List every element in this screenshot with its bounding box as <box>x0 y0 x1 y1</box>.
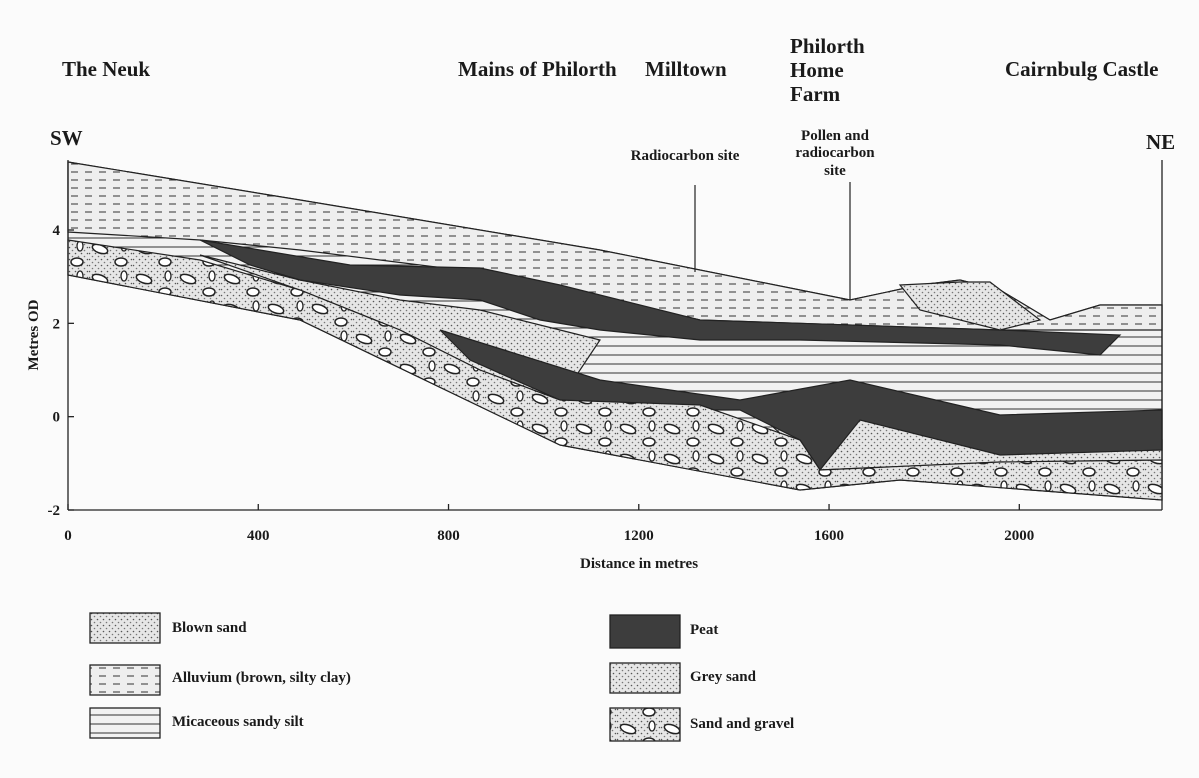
layers <box>68 162 1162 500</box>
page: Metres OD 0400800120016002000-2024 SW NE… <box>0 0 1199 778</box>
y-tick-label: -2 <box>48 503 61 519</box>
legend-label: Peat <box>690 622 718 639</box>
swatch <box>610 663 680 693</box>
swatch <box>90 708 160 738</box>
end-label: SW <box>50 126 83 150</box>
x-tick-label: 2000 <box>1004 528 1034 544</box>
legend-label: Blown sand <box>172 620 247 637</box>
place: Milltown <box>645 57 727 81</box>
x-tick-label: 800 <box>437 528 460 544</box>
x-tick-label: 400 <box>247 528 270 544</box>
cross-section: Metres OD 0400800120016002000-2024 <box>0 0 1199 778</box>
swatch <box>610 615 680 648</box>
y-axis-label: Metres OD <box>26 299 42 370</box>
y-tick-label: 4 <box>53 223 61 239</box>
x-axis-label: Distance in metres <box>580 556 698 573</box>
site-label: Radiocarbon site <box>630 148 740 165</box>
swatch <box>90 613 160 643</box>
x-tick-label: 1200 <box>624 528 654 544</box>
swatch <box>90 665 160 695</box>
site-label: Pollen and radiocarbon site <box>785 128 885 180</box>
place: Philorth Home Farm <box>790 34 870 106</box>
y-tick-label: 0 <box>53 410 61 426</box>
swatch <box>610 708 680 741</box>
x-tick-label: 0 <box>64 528 72 544</box>
legend-label: Grey sand <box>690 669 756 686</box>
place: The Neuk <box>62 57 150 81</box>
end-label: NE <box>1146 130 1175 154</box>
legend-label: Sand and gravel <box>690 716 794 733</box>
place: Cairnbulg Castle <box>1005 57 1158 81</box>
place: Mains of Philorth <box>458 57 617 81</box>
legend-label: Micaceous sandy silt <box>172 714 304 731</box>
y-tick-label: 2 <box>53 316 61 332</box>
legend-label: Alluvium (brown, silty clay) <box>172 670 351 687</box>
x-tick-label: 1600 <box>814 528 844 544</box>
